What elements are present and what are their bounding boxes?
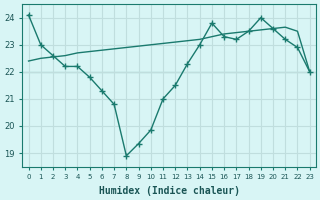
X-axis label: Humidex (Indice chaleur): Humidex (Indice chaleur) xyxy=(99,186,240,196)
